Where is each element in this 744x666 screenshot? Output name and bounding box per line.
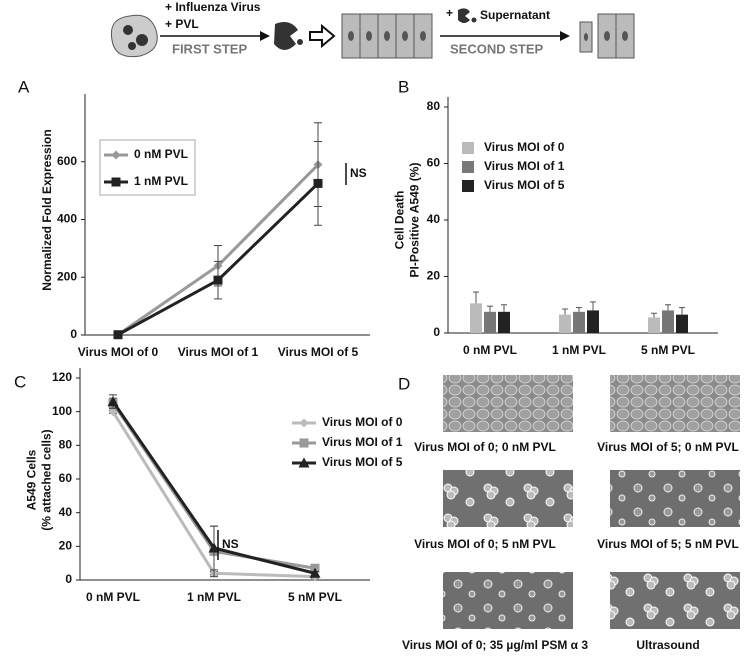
x-tick-label: 5 nM PVL: [641, 343, 695, 357]
marker: [111, 177, 121, 187]
legend-label: Virus MOI of 5: [484, 178, 565, 192]
y-tick-label: 20: [59, 539, 73, 553]
micrograph: [610, 572, 740, 629]
marker: [108, 407, 118, 417]
legend-swatch: [462, 161, 474, 173]
marker: [298, 457, 310, 468]
x-tick-label: 1 nM PVL: [552, 343, 606, 357]
y-tick-label: 80: [427, 99, 441, 113]
marker: [208, 542, 220, 553]
panel-label: C: [14, 372, 26, 391]
schematic-text: +: [446, 6, 453, 20]
marker: [111, 150, 121, 160]
y-tick-label: 0: [433, 325, 440, 339]
x-tick-label: 0 nM PVL: [463, 343, 517, 357]
annotation: NS: [350, 166, 367, 180]
y-tick-label: 60: [427, 156, 441, 170]
y-tick-label: 120: [52, 370, 72, 384]
micrograph: [443, 470, 573, 527]
legend-box: [99, 139, 196, 196]
y-tick-label: 400: [57, 212, 77, 226]
legend-swatch: [462, 180, 474, 192]
y-tick-label: 0: [65, 572, 72, 586]
y-tick-label: 40: [59, 505, 73, 519]
x-tick-label: Virus MOI of 1: [178, 345, 259, 359]
y-axis-label: Cell Death: [393, 191, 407, 250]
schematic-text: FIRST STEP: [172, 41, 247, 56]
schematic-text: + PVL: [165, 17, 199, 31]
legend-label: 0 nM PVL: [134, 147, 188, 161]
bar: [573, 311, 585, 333]
marker: [213, 275, 223, 285]
annotation: NS: [222, 537, 239, 551]
x-tick-label: 5 nM PVL: [288, 590, 342, 604]
schematic-text: + Influenza Virus: [165, 0, 261, 14]
x-tick-label: 1 nM PVL: [187, 590, 241, 604]
schematic-text: SECOND STEP: [450, 41, 544, 56]
y-tick-label: 200: [57, 269, 77, 283]
caption: Virus MOI of 5; 0 nM PVL: [597, 440, 739, 454]
x-tick-label: Virus MOI of 5: [278, 345, 359, 359]
panel-label: D: [398, 374, 410, 393]
y-axis-label: A549 Cells: [25, 449, 39, 510]
schematic: [110, 8, 635, 59]
legend-swatch: [462, 142, 474, 154]
legend-label: Virus MOI of 5: [322, 455, 403, 469]
bar: [498, 311, 510, 333]
micrograph: [443, 375, 573, 432]
y-axis-label: Normalized Fold Expression: [40, 129, 54, 290]
marker: [299, 438, 309, 448]
bar: [662, 310, 674, 333]
panel-label: A: [18, 77, 30, 96]
bar: [648, 317, 660, 333]
bar: [559, 314, 571, 333]
y-tick-label: 20: [427, 269, 441, 283]
legend-label: Virus MOI of 1: [484, 159, 565, 173]
y-tick-label: 80: [59, 438, 73, 452]
schematic-text: Supernatant: [480, 8, 550, 22]
legend-label: Virus MOI of 0: [322, 415, 403, 429]
caption: Virus MOI of 0; 35 µg/ml PSM α 3: [402, 638, 588, 652]
y-tick-label: 60: [59, 471, 73, 485]
caption: Virus MOI of 0; 5 nM PVL: [414, 537, 556, 551]
x-tick-label: 0 nM PVL: [86, 590, 140, 604]
y-tick-label: 600: [57, 154, 77, 168]
bar: [587, 310, 599, 333]
caption: Virus MOI of 0; 0 nM PVL: [414, 440, 556, 454]
marker: [313, 178, 323, 188]
legend-label: Virus MOI of 1: [322, 435, 403, 449]
marker: [107, 396, 119, 407]
caption: Virus MOI of 5; 5 nM PVL: [597, 537, 739, 551]
bar: [676, 314, 688, 333]
legend-label: Virus MOI of 0: [484, 140, 565, 154]
caption: Ultrasound: [636, 638, 699, 652]
y-axis-label: (% attached cells): [40, 429, 54, 530]
marker: [299, 418, 309, 428]
y-tick-label: 40: [427, 212, 441, 226]
bar: [470, 303, 482, 333]
bar: [484, 311, 496, 333]
y-tick-label: 100: [52, 404, 72, 418]
legend-label: 1 nM PVL: [134, 174, 188, 188]
marker: [309, 567, 321, 578]
y-tick-label: 0: [70, 327, 77, 341]
panel-label: B: [398, 77, 409, 96]
marker: [113, 330, 123, 340]
y-axis-label: PI-Positive A549 (%): [408, 163, 422, 278]
x-tick-label: Virus MOI of 0: [78, 345, 159, 359]
micrograph: [443, 572, 573, 629]
micrograph: [610, 375, 740, 432]
micrograph: [610, 470, 740, 527]
